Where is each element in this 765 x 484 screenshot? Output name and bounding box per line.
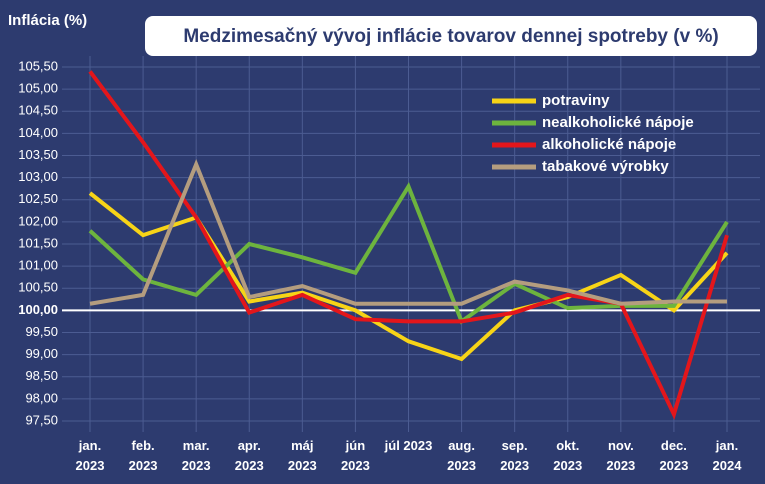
y-tick-label: 103,50 <box>18 147 58 162</box>
y-tick-label: 104,00 <box>18 125 58 140</box>
x-tick-label: jan. 2024 <box>712 438 742 473</box>
chart-title: Medzimesačný vývoj inflácie tovarov denn… <box>183 26 718 47</box>
x-tick-label: nov. 2023 <box>606 438 636 473</box>
x-tick-label: jan. 2023 <box>75 438 105 473</box>
x-tick-label: mar. 2023 <box>181 438 211 473</box>
legend-label: alkoholické nápoje <box>542 136 676 153</box>
y-axis-title: Inflácia (%) <box>8 12 87 29</box>
y-tick-label: 105,00 <box>18 81 58 96</box>
y-tick-label: 102,00 <box>18 213 58 228</box>
y-tick-label: 102,50 <box>18 191 58 206</box>
x-tick-label: feb. 2023 <box>128 438 158 473</box>
x-tick-label: júl 2023 <box>384 438 433 453</box>
y-tick-label: 101,50 <box>18 235 58 250</box>
y-tick-label: 101,00 <box>18 258 58 273</box>
title-box <box>145 16 757 56</box>
y-tick-label: 100,00 <box>18 302 58 317</box>
x-tick-label: apr. 2023 <box>234 438 264 473</box>
y-tick-label: 97,50 <box>25 412 58 427</box>
y-tick-label: 104,50 <box>18 103 58 118</box>
legend-label: tabakové výrobky <box>542 158 669 175</box>
x-tick-label: okt. 2023 <box>553 438 583 473</box>
y-tick-label: 98,00 <box>25 390 58 405</box>
x-tick-label: jún 2023 <box>340 438 370 473</box>
y-tick-label: 103,00 <box>18 169 58 184</box>
y-tick-label: 99,50 <box>25 324 58 339</box>
y-tick-label: 99,00 <box>25 346 58 361</box>
y-tick-label: 100,50 <box>18 280 58 295</box>
legend-label: nealkoholické nápoje <box>542 114 694 131</box>
legend-label: potraviny <box>542 92 610 109</box>
y-tick-label: 98,50 <box>25 368 58 383</box>
x-tick-label: dec. 2023 <box>659 438 689 473</box>
y-tick-label: 105,50 <box>18 58 58 73</box>
x-tick-label: aug. 2023 <box>447 438 477 473</box>
x-tick-label: máj 2023 <box>287 438 317 473</box>
x-tick-label: sep. 2023 <box>500 438 530 473</box>
series-line <box>89 159 727 306</box>
